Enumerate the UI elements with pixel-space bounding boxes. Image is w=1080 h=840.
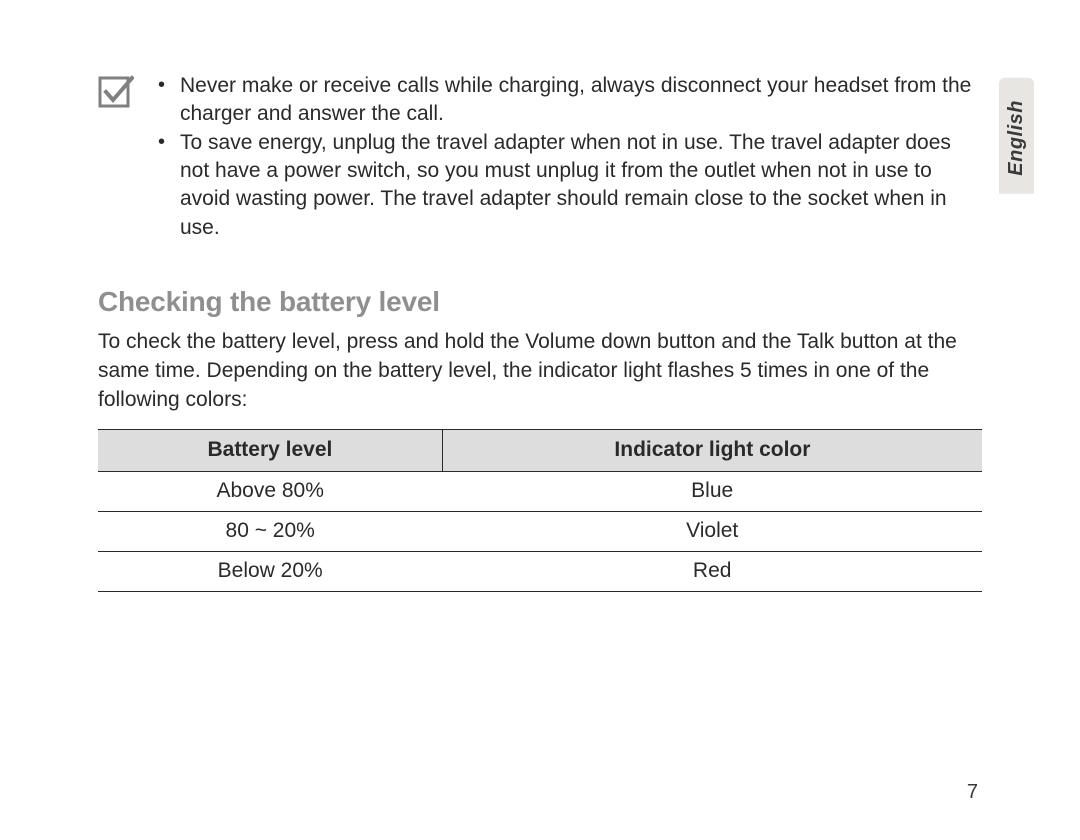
section-body: To check the battery level, press and ho… [98,328,982,415]
manual-page: English Never make or receive calls whil… [0,0,1080,632]
table-cell: Blue [442,471,982,511]
note-item: Never make or receive calls while chargi… [154,72,982,129]
table-header-row: Battery level Indicator light color [98,429,982,471]
notes-list: Never make or receive calls while chargi… [154,72,982,242]
table-cell: Above 80% [98,471,442,511]
section-heading: Checking the battery level [98,286,982,318]
battery-level-table: Battery level Indicator light color Abov… [98,429,982,592]
table-cell: 80 ~ 20% [98,511,442,551]
checkmark-box-icon [98,74,134,110]
table-cell: Red [442,551,982,591]
table-row: 80 ~ 20% Violet [98,511,982,551]
table-row: Above 80% Blue [98,471,982,511]
table-cell: Violet [442,511,982,551]
table-row: Below 20% Red [98,551,982,591]
note-item: To save energy, unplug the travel adapte… [154,129,982,242]
table-header-cell: Indicator light color [442,429,982,471]
page-number: 7 [967,781,978,804]
notes-block: Never make or receive calls while chargi… [98,72,982,242]
language-tab: English [999,78,1034,194]
table-cell: Below 20% [98,551,442,591]
table-header-cell: Battery level [98,429,442,471]
